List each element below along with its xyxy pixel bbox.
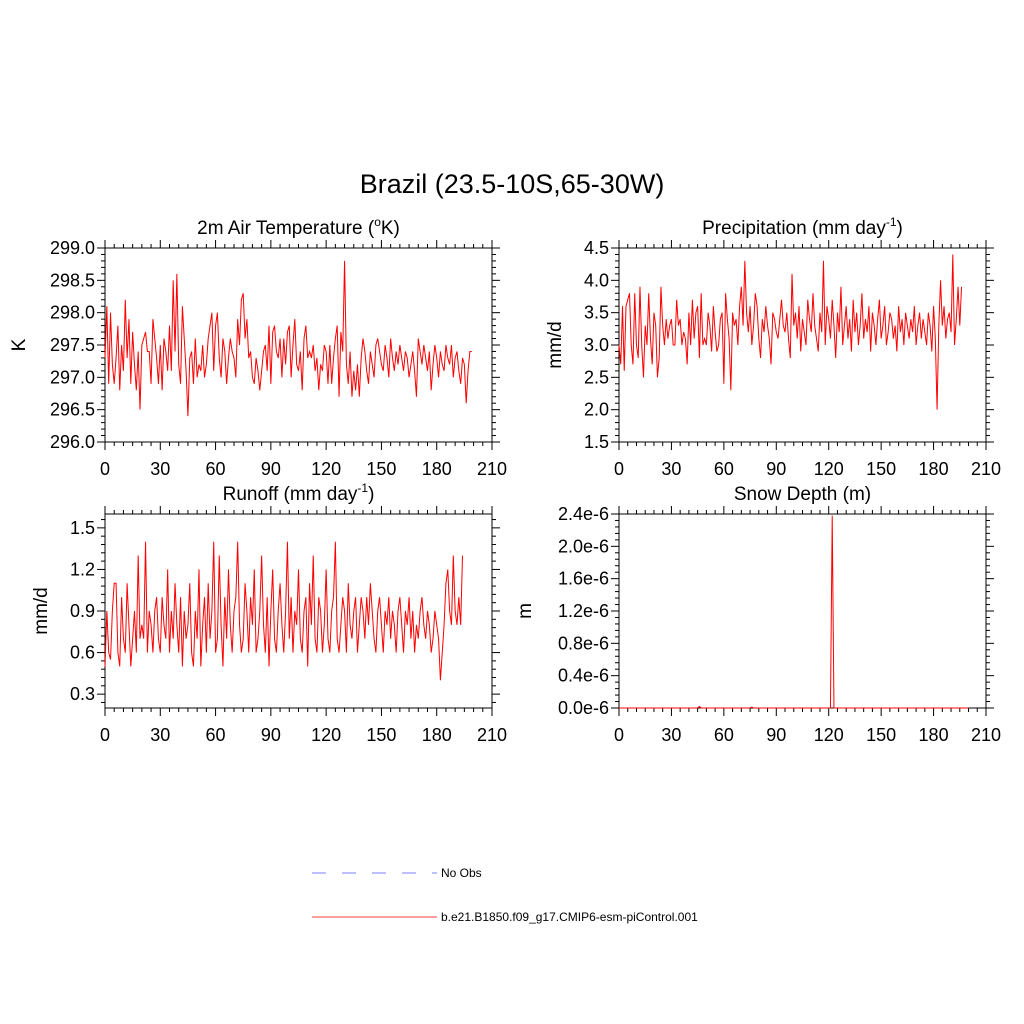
y-axis-label: mm/d — [31, 587, 52, 635]
x-tick-label: 150 — [366, 459, 396, 479]
x-tick-label: 150 — [366, 725, 396, 745]
panel-2: Runoff (mm day-1) mm/d 0 30 60 90 120 150 180 210… — [31, 481, 507, 745]
x-tick-label: 210 — [971, 459, 1001, 479]
y-tick-label: 2.5 — [584, 367, 609, 387]
plot-frame — [104, 247, 493, 443]
x-tick-label: 30 — [661, 725, 681, 745]
series-line — [619, 515, 969, 709]
series-line — [104, 541, 464, 681]
x-tick-label: 60 — [714, 459, 734, 479]
y-tick-label: 296.0 — [50, 432, 95, 452]
x-tick-label: 90 — [766, 725, 786, 745]
panel-title-tail: K) — [381, 218, 400, 239]
x-tick-label: 180 — [422, 459, 452, 479]
legend: No Obs b.e21.B1850.f09_g17.CMIP6-esm-piC… — [312, 866, 698, 924]
y-tick-label: 0.6 — [70, 643, 95, 663]
y-axis-label: m — [515, 603, 536, 619]
panel-title-main: Snow Depth (m) — [734, 484, 871, 505]
series-line — [618, 254, 963, 410]
y-tick-label: 298.5 — [50, 270, 95, 290]
y-tick-label: 298.0 — [50, 303, 95, 323]
panel-1: Precipitation (mm day-1) mm/d 0 30 60 90 120 15… — [545, 215, 1001, 479]
panel-0: 2m Air Temperature (oK) K 0 30 60 90 120 150 180… — [9, 215, 507, 479]
x-tick-label: 60 — [206, 459, 226, 479]
x-tick-label: 60 — [714, 725, 734, 745]
y-tick-label: 1.5 — [584, 432, 609, 452]
x-tick-label: 210 — [477, 725, 507, 745]
y-tick-label: 4.5 — [584, 238, 609, 258]
x-tick-label: 0 — [614, 725, 624, 745]
y-tick-label: 297.5 — [50, 335, 95, 355]
x-tick-label: 180 — [919, 459, 949, 479]
y-tick-label: 0.4e-6 — [558, 666, 609, 686]
x-tick-label: 150 — [866, 725, 896, 745]
x-tick-label: 120 — [814, 459, 844, 479]
y-axis-label: mm/d — [545, 321, 566, 369]
x-tick-label: 0 — [100, 459, 110, 479]
panel-title-tail: ) — [897, 218, 903, 239]
x-tick-label: 120 — [311, 725, 341, 745]
x-tick-label: 60 — [206, 725, 226, 745]
panel-title-tail: ) — [368, 484, 374, 505]
x-tick-label: 30 — [150, 459, 170, 479]
y-axis-label: K — [9, 338, 30, 351]
y-tick-label: 1.2 — [70, 559, 95, 579]
plot-frame — [618, 513, 987, 709]
x-tick-label: 210 — [477, 459, 507, 479]
y-tick-label: 0.8e-6 — [558, 633, 609, 653]
panel-title-main: Runoff (mm day — [223, 484, 358, 505]
y-tick-label: 1.2e-6 — [558, 601, 609, 621]
panel-title: Snow Depth (m) — [734, 484, 871, 505]
x-tick-label: 0 — [100, 725, 110, 745]
x-tick-label: 180 — [919, 725, 949, 745]
panel-title-main: 2m Air Temperature ( — [197, 218, 375, 239]
y-tick-label: 1.6e-6 — [558, 569, 609, 589]
figure-title: Brazil (23.5-10S,65-30W) — [360, 169, 665, 199]
series-line — [104, 260, 472, 417]
x-tick-label: 120 — [814, 725, 844, 745]
panel-title-sup: o — [374, 215, 381, 229]
panel-title: Precipitation (mm day-1) — [702, 215, 903, 239]
panel-title: 2m Air Temperature (oK) — [197, 215, 400, 239]
panel-title-main: Precipitation (mm day — [702, 218, 886, 239]
panel-title: Runoff (mm day-1) — [223, 481, 375, 505]
x-tick-label: 30 — [661, 459, 681, 479]
x-tick-label: 210 — [971, 725, 1001, 745]
y-tick-label: 0.0e-6 — [558, 698, 609, 718]
y-tick-label: 2.0 — [584, 400, 609, 420]
y-tick-label: 0.9 — [70, 601, 95, 621]
legend-label-model: b.e21.B1850.f09_g17.CMIP6-esm-piControl.… — [441, 910, 698, 924]
panel-3: Snow Depth (m) m 0 30 60 90 120 150 180 210 0.0e-6… — [515, 484, 1001, 745]
y-tick-label: 3.5 — [584, 303, 609, 323]
x-tick-label: 180 — [422, 725, 452, 745]
y-tick-label: 2.4e-6 — [558, 504, 609, 524]
x-tick-label: 90 — [261, 459, 281, 479]
panels: 2m Air Temperature (oK) K 0 30 60 90 120 150 180… — [9, 215, 1001, 745]
x-tick-label: 120 — [311, 459, 341, 479]
y-tick-label: 1.5 — [70, 518, 95, 538]
x-tick-label: 150 — [866, 459, 896, 479]
y-tick-label: 3.0 — [584, 335, 609, 355]
x-tick-label: 90 — [261, 725, 281, 745]
x-tick-label: 0 — [614, 459, 624, 479]
y-tick-label: 296.5 — [50, 400, 95, 420]
y-tick-label: 2.0e-6 — [558, 536, 609, 556]
panel-title-sup: -1 — [357, 481, 368, 495]
y-tick-label: 299.0 — [50, 238, 95, 258]
y-tick-label: 4.0 — [584, 270, 609, 290]
y-tick-label: 297.0 — [50, 367, 95, 387]
legend-label-no-obs: No Obs — [441, 866, 482, 880]
panel-title-sup: -1 — [886, 215, 897, 229]
x-tick-label: 30 — [150, 725, 170, 745]
y-tick-label: 0.3 — [70, 684, 95, 704]
x-tick-label: 90 — [766, 459, 786, 479]
